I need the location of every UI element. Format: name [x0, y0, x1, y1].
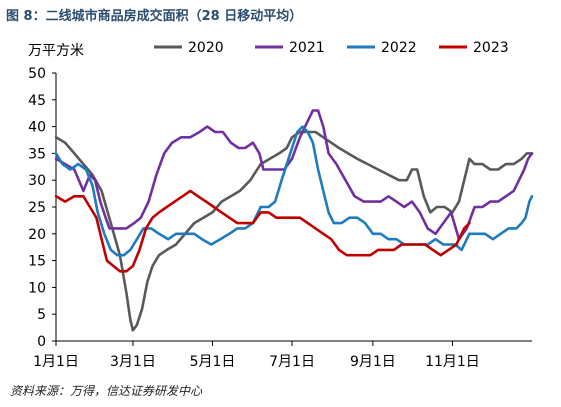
- y-tick-label: 30: [28, 173, 46, 189]
- y-tick-label: 25: [28, 200, 46, 216]
- y-tick-label: 15: [28, 254, 46, 270]
- y-tick-label: 50: [28, 66, 46, 82]
- x-tick-label: 5月1日: [190, 354, 236, 370]
- series-line-2020: [54, 130, 534, 332]
- x-tick-label: 11月1日: [425, 354, 480, 370]
- x-tick-label: 9月1日: [350, 354, 396, 370]
- y-tick-label: 35: [28, 146, 46, 162]
- x-tick-label: 3月1日: [110, 354, 156, 370]
- legend-label-2022: 2022: [381, 40, 417, 56]
- series-layer: [54, 109, 534, 332]
- legend: 2020 2021 2022 2023: [154, 40, 509, 56]
- y-tick-label: 40: [28, 120, 46, 136]
- figure-title: 图 8：二线城市商品房成交面积（28 日移动平均）: [6, 9, 303, 24]
- y-axis-unit-label: 万平方米: [28, 43, 84, 59]
- y-tick-label: 0: [37, 334, 46, 350]
- y-axis: 0 5 10 15 20 25 30 35 40 45 50: [28, 66, 57, 350]
- legend-label-2021: 2021: [289, 40, 325, 56]
- series-line-2021: [54, 109, 534, 241]
- source-note: 资料来源：万得，信达证券研发中心: [10, 384, 203, 398]
- legend-label-2020: 2020: [188, 40, 224, 56]
- y-tick-label: 45: [28, 93, 46, 109]
- x-tick-label: 7月1日: [269, 354, 315, 370]
- series-line-2023: [54, 189, 471, 273]
- x-tick-label: 1月1日: [33, 354, 79, 370]
- x-axis: 1月1日 3月1日 5月1日 7月1日 9月1日 11月1日: [33, 340, 532, 370]
- y-tick-label: 10: [28, 280, 46, 296]
- y-tick-label: 5: [37, 307, 46, 323]
- legend-label-2023: 2023: [473, 40, 509, 56]
- y-tick-label: 20: [28, 227, 46, 243]
- series-line-2022: [54, 125, 534, 257]
